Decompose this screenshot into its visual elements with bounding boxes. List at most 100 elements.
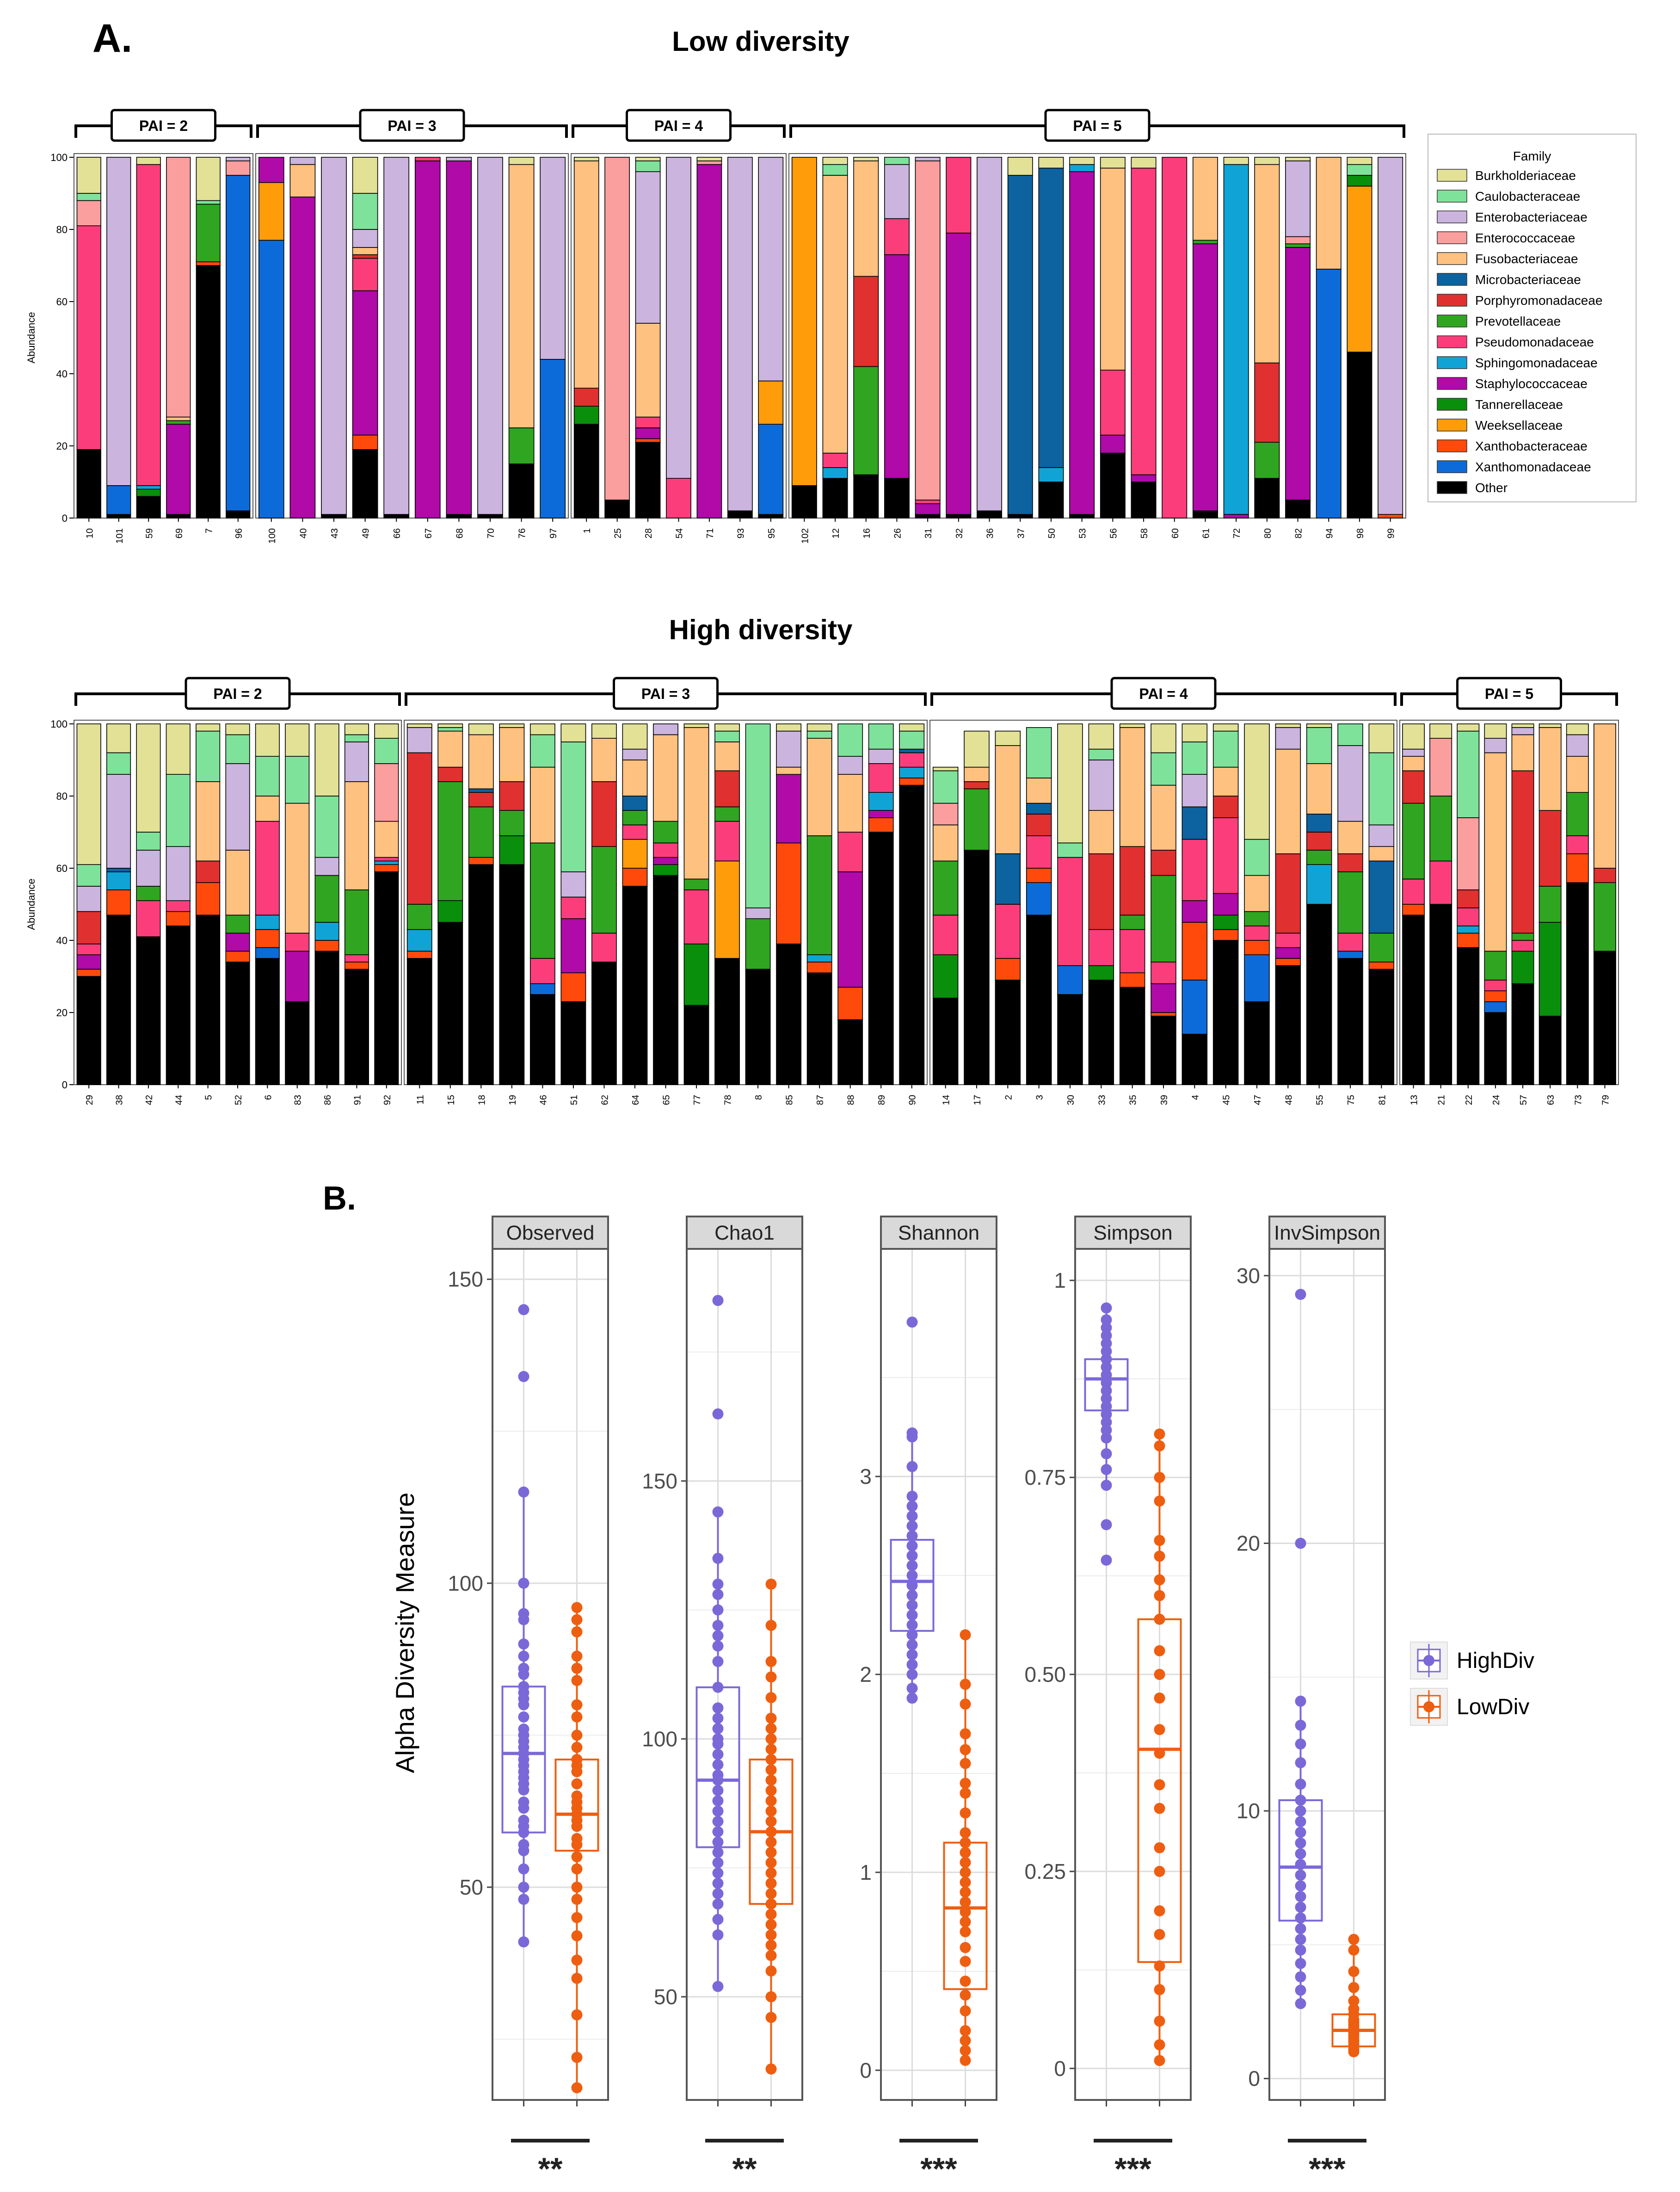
- bar-segment-xanthobacteraceae: [196, 261, 221, 266]
- legend-item-pseudomonadaceae: Pseudomonadaceae: [1437, 335, 1594, 349]
- facet-strip: [1074, 1216, 1192, 1250]
- bar-segment-microbacteriaceae: [1306, 814, 1332, 833]
- bar-segment-prevotellaceae: [1484, 951, 1507, 981]
- bar-segment-staphylococcaceae: [1151, 983, 1176, 1013]
- bar-segment-fusobacteriaceae: [1026, 778, 1052, 804]
- bar-segment-caulobacteraceae: [1368, 752, 1395, 826]
- data-point: [518, 1650, 529, 1662]
- bar-segment-tannerellaceae: [1347, 175, 1372, 187]
- legend-item-fusobacteriaceae: Fusobacteriaceae: [1437, 252, 1578, 266]
- bar-sample-29: 29: [76, 723, 101, 1105]
- data-point: [571, 1662, 583, 1674]
- facet-pai-3: PAI = 3 100 40 43 49 66 67 68 70 76 97: [255, 109, 569, 543]
- x-tick-label: 42: [144, 1095, 154, 1105]
- bar-segment-burkholderiaceae: [1223, 157, 1249, 165]
- bar-segment-burkholderiaceae: [76, 157, 101, 194]
- bar-segment-burkholderiaceae: [1038, 157, 1064, 169]
- bar-segment-enterobacteriaceae: [540, 157, 566, 360]
- bar-segment-xanthomonadaceae: [255, 947, 280, 959]
- bar-segment-enterococcaceae: [76, 200, 101, 227]
- bar-segment-xanthomonadaceae: [106, 485, 131, 515]
- data-point: [765, 1733, 777, 1745]
- bar-segment-weeksellaceae: [1347, 185, 1372, 352]
- bar-segment-caulobacteraceae: [1347, 164, 1372, 176]
- bar-segment-xanthomonadaceae: [1484, 1001, 1507, 1013]
- bar-segment-enterobacteriaceae: [406, 727, 432, 753]
- y-tick-label: 100: [50, 718, 68, 730]
- x-tick-label: 95: [767, 528, 777, 538]
- x-tick-label: 3: [1035, 1095, 1045, 1100]
- y-axis-label: Abundance: [25, 312, 37, 363]
- data-point: [712, 1553, 724, 1564]
- bar-segment-xanthobacteraceae: [1151, 1012, 1176, 1017]
- bar-segment-burkholderiaceae: [1402, 723, 1425, 750]
- box-lowdiv: [1331, 1933, 1376, 2106]
- group-label: PAI = 4: [1139, 685, 1188, 702]
- bar-segment-other: [1457, 947, 1480, 1085]
- data-point: [765, 1846, 777, 1858]
- data-point: [571, 1912, 583, 1923]
- bar-segment-prevotellaceae: [653, 821, 678, 844]
- x-tick-label: 28: [644, 528, 654, 538]
- bar-segment-fusobacteriaceae: [806, 738, 832, 836]
- data-point: [571, 1973, 583, 1984]
- bar-sample-98: 98: [1347, 157, 1372, 538]
- data-point: [1154, 1960, 1165, 1972]
- bar-segment-prevotellaceae: [806, 835, 832, 956]
- bar-segment-other: [136, 936, 161, 1085]
- bar-segment-sphingomonadaceae: [314, 922, 339, 941]
- bar-segment-porphyromonadaceae: [1511, 770, 1534, 934]
- box-iqr: [1084, 1358, 1129, 1412]
- bar-segment-xanthobacteraceae: [1457, 932, 1480, 948]
- bar-segment-porphyromonadaceae: [1402, 770, 1425, 804]
- bar-segment-xanthobacteraceae: [352, 434, 378, 450]
- bar-segment-prevotellaceae: [225, 914, 250, 934]
- data-point: [1348, 1933, 1360, 1945]
- bar-segment-prevotellaceae: [508, 427, 535, 464]
- bar-sample-55: 55: [1306, 723, 1332, 1105]
- bar-segment-enterobacteriaceae: [477, 157, 503, 515]
- bar-sample-79: 79: [1593, 723, 1616, 1105]
- bar-segment-caulobacteraceae: [806, 730, 832, 739]
- bar-segment-pseudomonadaceae: [1429, 860, 1452, 905]
- data-point: [712, 1867, 724, 1879]
- bar-sample-8: 8: [745, 723, 771, 1100]
- y-tick-label: 20: [1237, 1531, 1260, 1555]
- bar-segment-burkholderiaceae: [1069, 157, 1095, 165]
- bar-sample-77: 77: [683, 723, 709, 1105]
- x-tick-label: 36: [985, 528, 996, 538]
- bar-segment-pseudomonadaceae: [560, 896, 586, 920]
- legend-label: Sphingomonadaceae: [1475, 356, 1598, 370]
- data-point: [960, 1942, 971, 1953]
- bar-segment-sphingomonadaceae: [899, 766, 925, 778]
- bar-segment-prevotellaceae: [1402, 803, 1425, 880]
- bar-sample-92: 92: [374, 723, 399, 1105]
- data-point: [1101, 1330, 1112, 1341]
- bar-segment-pseudomonadaceae: [946, 157, 972, 234]
- legend-label: Tannerellaceae: [1475, 397, 1563, 412]
- group-label: PAI = 3: [388, 117, 436, 134]
- bar-segment-porphyromonadaceae: [1457, 889, 1480, 908]
- bar-segment-other: [166, 926, 191, 1085]
- legend-item-xanthomonadaceae: Xanthomonadaceae: [1437, 460, 1591, 474]
- data-point: [1101, 1302, 1112, 1314]
- bar-segment-prevotellaceae: [1119, 914, 1145, 930]
- x-tick-label: 47: [1253, 1095, 1263, 1105]
- legend-label: Weeksellaceae: [1475, 418, 1563, 432]
- x-tick-label: 14: [942, 1095, 952, 1105]
- bar-sample-25: 25: [604, 157, 630, 538]
- bar-segment-other: [226, 510, 251, 519]
- bar-segment-xanthobacteraceae: [76, 969, 101, 977]
- x-tick-label: 4: [1190, 1095, 1200, 1100]
- bar-sample-15: 15: [437, 723, 463, 1105]
- bar-sample-70: 70: [477, 157, 503, 538]
- bar-segment-fusobacteriaceae: [1151, 784, 1176, 851]
- bar-segment-xanthobacteraceae: [1566, 853, 1589, 883]
- panel-border: [880, 1248, 997, 2101]
- x-tick-label: 86: [323, 1095, 333, 1105]
- data-point: [1154, 2055, 1165, 2066]
- bar-segment-fusobacteriaceae: [529, 766, 555, 844]
- bar-segment-fusobacteriaceae: [1484, 752, 1507, 952]
- bar-segment-burkholderiaceae: [696, 157, 722, 161]
